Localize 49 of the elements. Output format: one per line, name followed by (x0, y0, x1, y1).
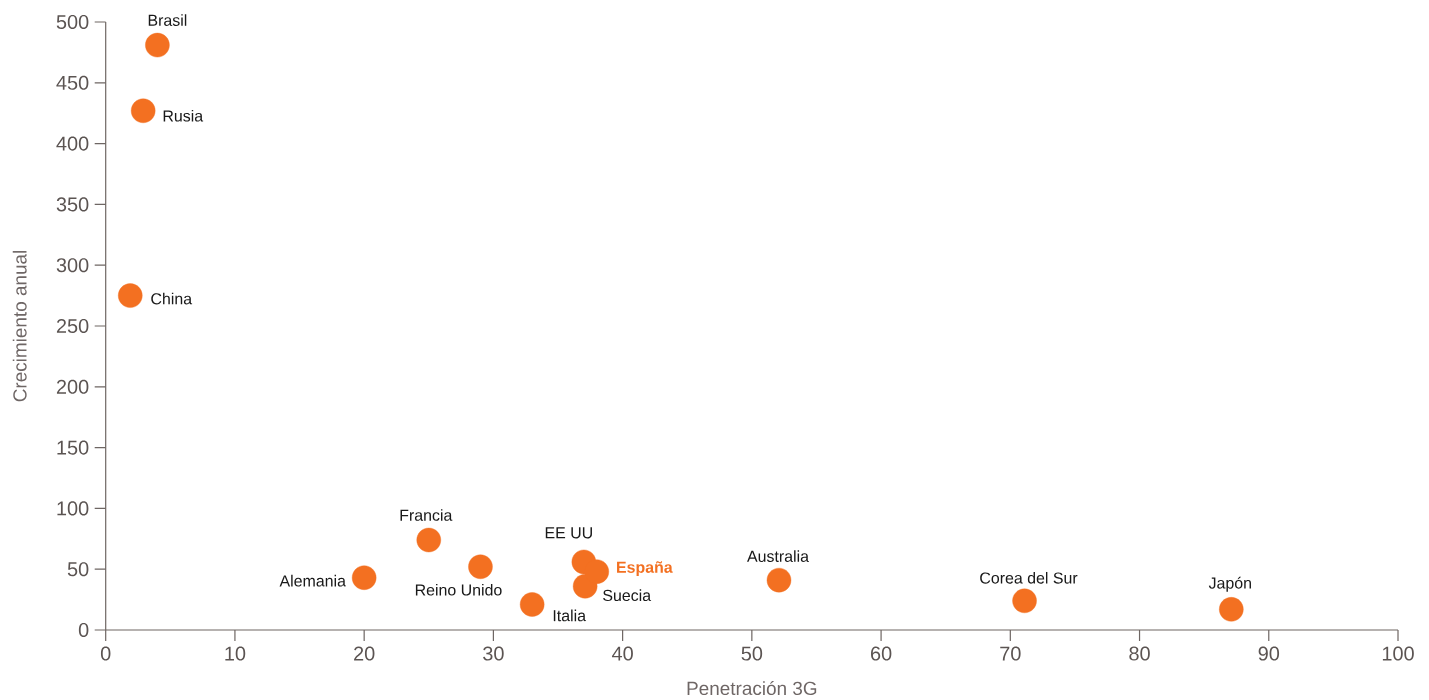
point (766, 567, 792, 593)
point (468, 554, 493, 579)
annotation: Japón (1208, 576, 1251, 592)
y-tick-label: 100 (57, 501, 89, 516)
x-tick-label: 50 (741, 646, 763, 661)
point (118, 283, 143, 308)
y-axis-title: Crecimiento anual (12, 251, 27, 402)
legend-label: España (617, 561, 673, 577)
point (416, 527, 441, 553)
annotation: Corea del Sur (980, 571, 1078, 584)
x-tick-label: 100 (1382, 646, 1414, 661)
y-tick-label: 250 (56, 318, 89, 334)
point (519, 592, 545, 617)
annotation: Francia (400, 509, 453, 521)
annotation: Alemania (279, 574, 346, 587)
point (584, 559, 609, 584)
y-tick-label: 200 (56, 379, 89, 394)
annotation: Italia (553, 609, 587, 622)
y-tick-label: 450 (56, 75, 89, 90)
point (351, 565, 377, 590)
x-tick-label: 60 (871, 646, 892, 661)
y-tick-label: 50 (67, 562, 89, 577)
x-tick-label: 80 (1129, 646, 1150, 661)
annotation: Rusia (163, 109, 204, 122)
x-tick-label: 0 (100, 646, 111, 661)
y-tick-label: 0 (78, 622, 89, 638)
x-tick-label: 40 (611, 646, 633, 661)
x-tick-label: 10 (225, 646, 246, 661)
y-tick-label: 500 (56, 14, 89, 30)
y-tick-label: 300 (56, 258, 89, 273)
point (1219, 597, 1244, 622)
point (130, 98, 156, 123)
annotation: Suecia (603, 589, 652, 602)
point (145, 32, 170, 58)
annotation: Australia (747, 550, 809, 562)
x-tick-label: 70 (1000, 646, 1021, 661)
x-tick-label: 90 (1258, 646, 1280, 661)
x-axis-title: Penetración 3G (687, 680, 817, 696)
point (1012, 588, 1037, 614)
x-tick-label: 30 (483, 646, 504, 661)
point (572, 574, 598, 599)
y-tick-label: 400 (56, 136, 89, 151)
y-tick-label: 150 (57, 440, 89, 455)
annotation: EE UU (545, 527, 592, 539)
y-tick-label: 350 (56, 197, 89, 212)
annotation: China (151, 292, 193, 305)
annotation: Reino Unido (415, 583, 502, 596)
x-tick-label: 20 (354, 646, 375, 661)
annotation: Brasil (148, 14, 187, 26)
